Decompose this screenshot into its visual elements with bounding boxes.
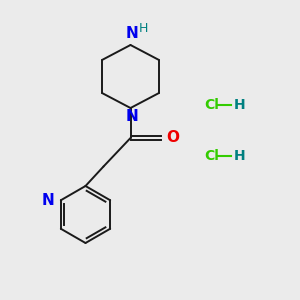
Text: N: N [42, 193, 55, 208]
Text: H: H [233, 149, 245, 163]
Text: H: H [138, 22, 148, 35]
Text: H: H [233, 98, 245, 112]
Text: N: N [126, 26, 138, 41]
Text: Cl: Cl [204, 98, 219, 112]
Text: N: N [126, 110, 138, 124]
Text: O: O [166, 130, 179, 146]
Text: Cl: Cl [204, 149, 219, 163]
